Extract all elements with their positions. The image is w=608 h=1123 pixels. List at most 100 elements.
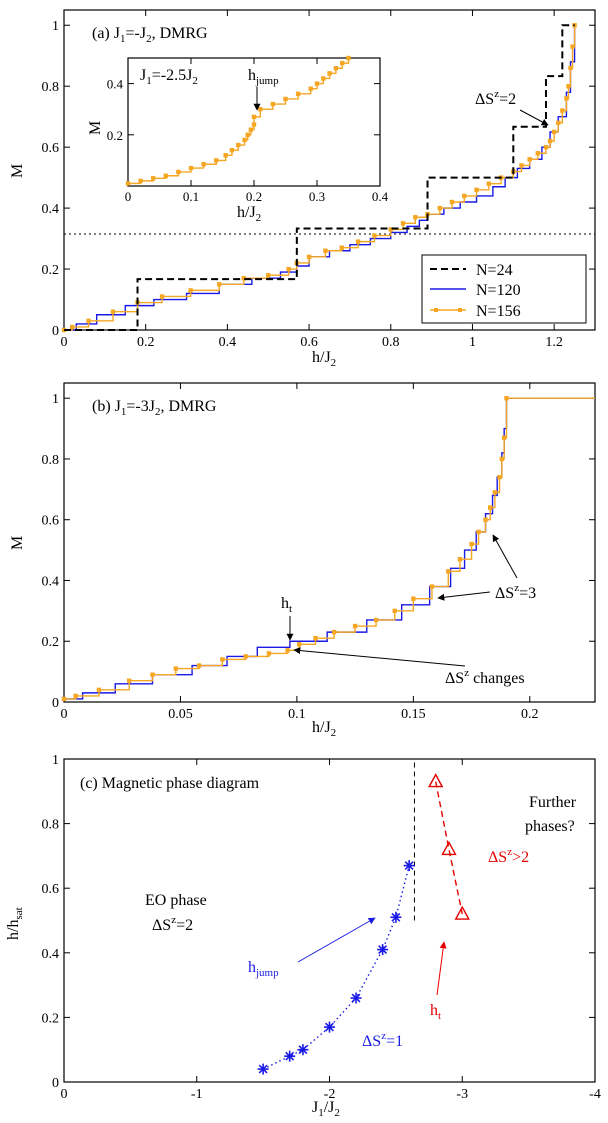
panel-a-series — [61, 23, 577, 333]
n156-point — [568, 65, 573, 71]
x-tick-label: 0.2 — [521, 707, 539, 722]
n156-point — [150, 672, 155, 677]
n156-point — [457, 557, 463, 562]
label-ds-gt2: ΔSz>2 — [488, 846, 529, 866]
n156-point — [352, 623, 358, 629]
hjump-point — [390, 911, 402, 923]
panel-b-ds3-arrow1 — [437, 591, 491, 601]
ht-point — [428, 773, 444, 788]
hjump-point — [403, 860, 415, 872]
x-tick-label: 0 — [61, 1087, 68, 1102]
n156-point — [519, 163, 524, 168]
n156-point — [110, 309, 116, 314]
legend-n120-label: N=120 — [476, 282, 521, 299]
ht-point — [454, 905, 470, 920]
n156-point — [297, 642, 302, 647]
n156-point — [285, 648, 290, 653]
panel-b-xlabel: h/J2 — [312, 719, 336, 739]
n156-point — [446, 569, 451, 574]
inset-annotation: hjump — [248, 67, 279, 87]
panel-c-ticks: 0 -1 -2 -3 -4 0 0.2 0.4 0.6 0.8 1 — [42, 753, 601, 1102]
n156-point — [499, 456, 505, 462]
x-tick-label: 0 — [125, 189, 132, 204]
label-further-2: phases? — [525, 818, 575, 835]
label-ds1: ΔSz=1 — [362, 1030, 403, 1050]
y-tick-label: 0 — [52, 696, 59, 711]
panel-b-series — [61, 395, 595, 702]
x-tick-label: -2 — [324, 1087, 336, 1102]
y-tick-label: 1 — [52, 392, 59, 407]
n156-point — [339, 245, 344, 250]
inset-point — [163, 173, 168, 178]
panel-a-xlabel: h/J2 — [312, 349, 336, 369]
n156-point — [355, 239, 361, 244]
n156-point — [474, 187, 479, 193]
panel-b-changes-label: ΔSz changes — [445, 667, 525, 687]
label-eo-ds2: ΔSz=2 — [152, 914, 193, 934]
n156-point — [566, 83, 571, 89]
n156-point — [127, 678, 132, 683]
n156-point — [543, 144, 549, 150]
n156-point — [372, 233, 377, 238]
n156-point — [449, 199, 455, 205]
n156-point — [220, 657, 225, 662]
ht-line — [435, 781, 463, 915]
inset-point — [223, 153, 228, 158]
inset: 0 0.1 0.2 0.3 0.4 0.2 0.4 J1=-2.5J2 hjump M h/… — [87, 55, 389, 224]
n156-point — [243, 654, 248, 659]
panel-a-title: (a) J1=-J2, DMRG — [92, 25, 208, 45]
x-tick-label: 0.8 — [382, 335, 400, 350]
n156-point — [159, 294, 165, 299]
x-tick-label: 0.1 — [288, 707, 306, 722]
n156-point — [69, 324, 75, 330]
label-hjump: hjump — [248, 959, 279, 979]
panel-c: 0 -1 -2 -3 -4 0 0.2 0.4 0.6 0.8 1 (c) Magnetic pha… — [5, 753, 601, 1119]
n156-point — [217, 282, 222, 287]
x-tick-label: 0.4 — [372, 189, 389, 204]
n156-point — [411, 596, 416, 601]
panel-b-title: (b) J1=-3J2, DMRG — [92, 398, 217, 418]
y-tick-label: 0.8 — [42, 818, 60, 833]
inset-point — [245, 132, 250, 137]
n156-point — [564, 96, 569, 101]
legend-n156-marker — [434, 308, 438, 312]
inset-point — [270, 101, 276, 107]
n156-point — [570, 44, 575, 49]
inset-point — [176, 169, 181, 175]
n156-point — [388, 227, 393, 232]
inset-point — [214, 158, 219, 163]
inset-line — [128, 58, 350, 185]
panel-c-title: (c) Magnetic phase diagram — [80, 775, 260, 792]
x-tick-label: 0.4 — [219, 335, 237, 350]
n156-point — [535, 151, 541, 156]
x-tick-label: 0.1 — [183, 189, 199, 204]
inset-ticks: 0 0.1 0.2 0.3 0.4 0.2 0.4 — [107, 58, 389, 204]
x-tick-label: 0.15 — [401, 707, 426, 722]
inset-point — [125, 181, 131, 186]
x-tick-label: -4 — [589, 1087, 601, 1102]
n156-point — [504, 395, 509, 401]
panel-b-changes-arrow — [293, 647, 466, 667]
y-tick-label: 0.2 — [42, 1011, 60, 1026]
panel-b-ht-label: ht — [281, 595, 292, 615]
inset-point — [314, 81, 320, 86]
n156-point — [572, 23, 577, 28]
n156-point — [560, 108, 565, 113]
hjump-point — [350, 992, 362, 1004]
panel-a: 0 0.2 0.4 0.6 0.8 1 1.2 0 0.2 0.4 0.6 0.8 1 (a) J1=-… — [9, 9, 596, 369]
panel-c-xlabel: J1/J2 — [312, 1099, 340, 1119]
inset-point — [321, 76, 326, 81]
inset-point — [201, 162, 206, 167]
n156-point — [527, 157, 532, 162]
inset-title: J1=-2.5J2 — [140, 67, 198, 87]
series-n156-line — [64, 397, 595, 700]
inset-point — [138, 178, 143, 184]
x-tick-label: 0.3 — [309, 189, 325, 204]
label-ht: ht — [430, 1002, 441, 1022]
y-tick-label: 0.6 — [42, 141, 60, 156]
n156-point — [476, 529, 481, 535]
n156-point — [323, 248, 328, 253]
n156-point — [413, 215, 418, 220]
inset-point — [188, 165, 194, 171]
y-tick-label: 0 — [52, 1076, 59, 1091]
